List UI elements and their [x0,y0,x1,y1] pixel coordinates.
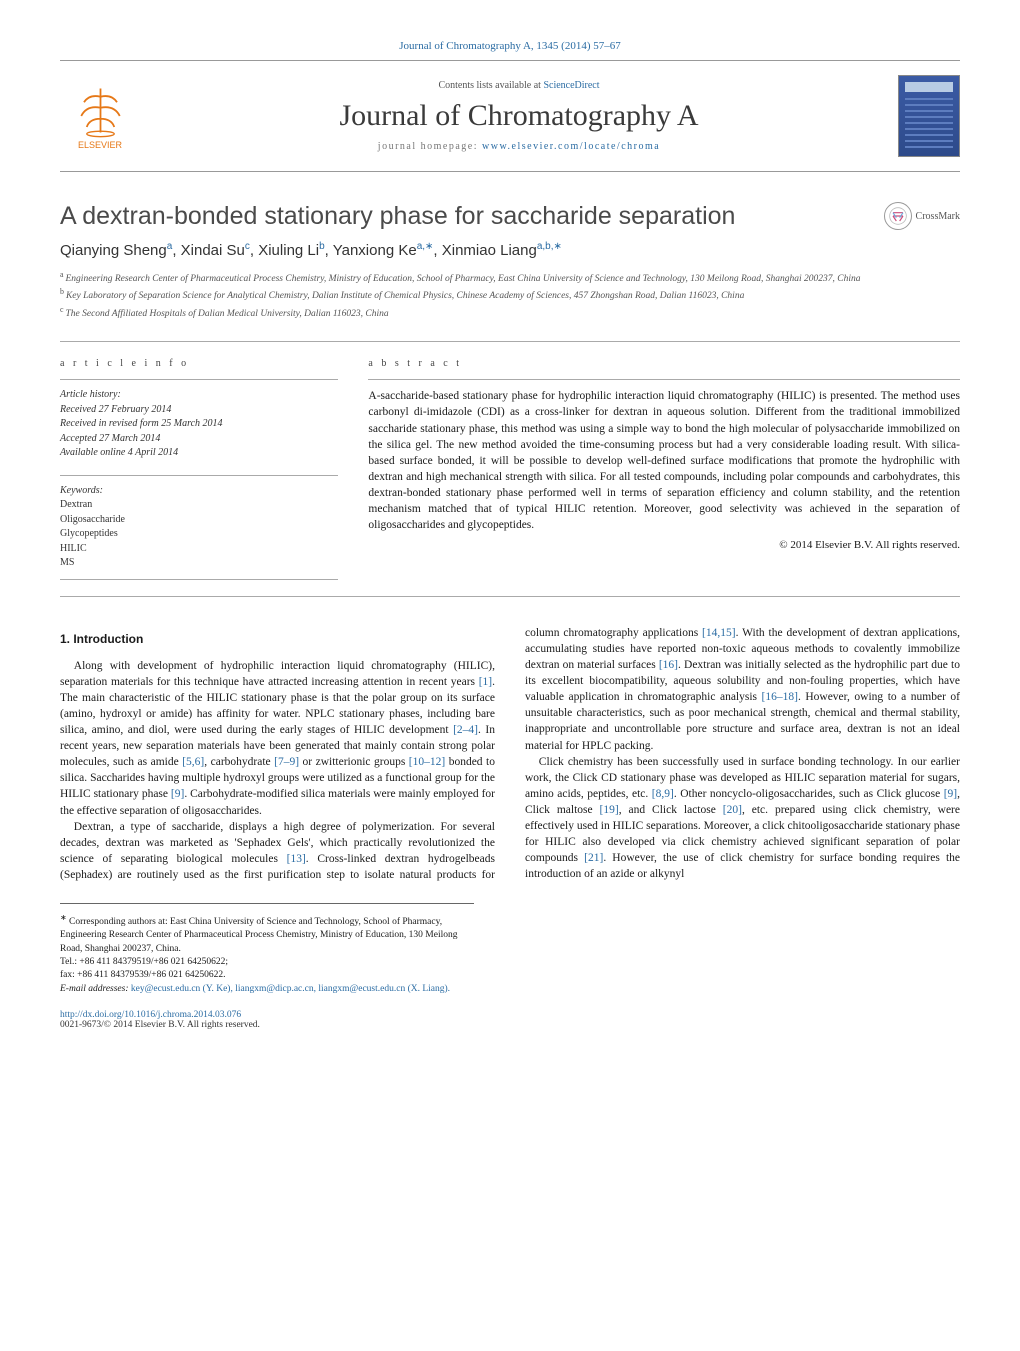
ref-link[interactable]: [5,6] [182,756,204,768]
ref-link[interactable]: [10–12] [409,756,445,768]
issn-copyright: 0021-9673/© 2014 Elsevier B.V. All right… [60,1020,960,1030]
crossmark-label: CrossMark [916,211,960,222]
crossmark-badge[interactable]: CrossMark [884,202,960,230]
article-info-label: a r t i c l e i n f o [60,358,338,369]
ref-link[interactable]: [21] [584,852,603,864]
email-link[interactable]: key@ecust.edu.cn (Y. Ke), liangxm@dicp.a… [131,984,450,994]
doi-link[interactable]: http://dx.doi.org/10.1016/j.chroma.2014.… [60,1010,960,1020]
contents-available: Contents lists available at ScienceDirec… [140,80,898,91]
body-paragraph: Click chemistry has been successfully us… [525,754,960,883]
ref-link[interactable]: [16–18] [762,691,798,703]
ref-link[interactable]: [7–9] [274,756,299,768]
ref-link[interactable]: [13] [287,853,306,865]
journal-reference: Journal of Chromatography A, 1345 (2014)… [60,40,960,52]
ref-link[interactable]: [14,15] [702,627,736,639]
journal-name: Journal of Chromatography A [140,99,898,133]
crossmark-icon [884,202,912,230]
affiliations: a Engineering Research Center of Pharmac… [60,269,960,321]
bottom-meta: http://dx.doi.org/10.1016/j.chroma.2014.… [60,1010,960,1030]
homepage-link[interactable]: www.elsevier.com/locate/chroma [482,141,660,152]
corresponding-author-footnote: ∗ Corresponding authors at: East China U… [60,903,474,996]
journal-header: ELSEVIER Contents lists available at Sci… [60,60,960,172]
ref-link[interactable]: [19] [600,804,619,816]
abstract-label: a b s t r a c t [368,358,960,369]
section-heading-intro: 1. Introduction [60,631,495,648]
journal-cover-thumbnail [898,75,960,157]
article-title: A dextran-bonded stationary phase for sa… [60,202,735,231]
keywords-block: Keywords: DextranOligosaccharideGlycopep… [60,475,338,580]
publisher-logo: ELSEVIER [60,76,140,156]
ref-link[interactable]: [9] [171,788,184,800]
article-history: Article history: Received 27 February 20… [60,379,338,461]
ref-link[interactable]: [9] [944,788,957,800]
article-body: 1. Introduction Along with development o… [60,625,960,883]
copyright: © 2014 Elsevier B.V. All rights reserved… [368,539,960,551]
ref-link[interactable]: [16] [659,659,678,671]
authors-line: Qianying Shenga, Xindai Suc, Xiuling Lib… [60,241,960,259]
publisher-name: ELSEVIER [78,140,122,150]
ref-link[interactable]: [8,9] [652,788,674,800]
ref-link[interactable]: [1] [479,676,492,688]
sciencedirect-link[interactable]: ScienceDirect [543,80,599,91]
ref-link[interactable]: [2–4] [453,724,478,736]
body-paragraph: Along with development of hydrophilic in… [60,658,495,819]
journal-homepage: journal homepage: www.elsevier.com/locat… [140,141,898,152]
abstract-text: A-saccharide-based stationary phase for … [368,379,960,533]
elsevier-tree-icon [73,83,128,138]
ref-link[interactable]: [20] [723,804,742,816]
